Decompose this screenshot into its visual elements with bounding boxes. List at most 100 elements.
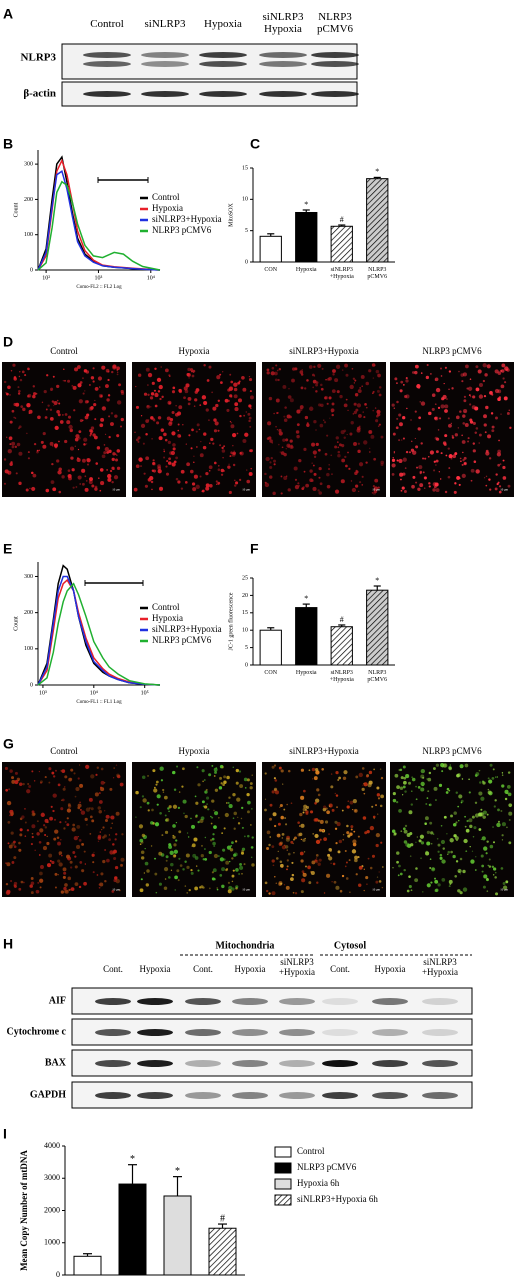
micrograph-spot [325,378,327,381]
micrograph-spot [177,480,181,484]
x-tick-label: siNLRP3 +Hypoxia [330,670,354,683]
micrograph-spot [6,392,9,396]
lane-label: Control [90,18,124,30]
micrograph-spot [81,468,86,473]
image-title: NLRP3 pCMV6 [422,746,482,756]
micrograph-spot [249,473,252,475]
micrograph-spot [439,853,443,857]
x-tick-label-line: +Hypoxia [330,677,354,683]
micrograph-spot [403,489,407,493]
micrograph-spot [472,836,475,838]
micrograph-spot [219,874,223,877]
lane-label: Cont. [193,964,213,974]
micrograph-spot [67,804,72,808]
micrograph-spot [62,875,66,879]
micrograph-spot [506,411,510,415]
micrograph-spot [243,777,248,782]
lane-label: Cont. [330,964,350,974]
lane-label-line: Cont. [103,964,123,974]
micrograph-spot [458,370,460,373]
micrograph-spot [399,768,403,772]
micrograph-spot [291,873,295,877]
micrograph-spot [279,841,283,845]
micrograph-spot [57,859,61,863]
micrograph-spot [30,881,35,886]
micrograph-spot [75,786,80,792]
micrograph-spot [300,838,303,841]
micrograph-spot [225,868,228,872]
micrograph-spot [496,776,499,778]
legend-swatch [274,1194,292,1206]
micrograph-spot [238,873,241,875]
micrograph-spot [375,832,381,838]
micrograph-spot [428,482,431,485]
micrograph-spot [236,797,241,802]
micrograph-spot [396,785,400,790]
micrograph-spot [83,850,86,853]
micrograph-spot [358,772,363,778]
micrograph-spot [14,771,18,775]
micrograph-spot [376,876,379,878]
x-tick-label-line: NLRP3 [368,267,386,273]
micrograph-spot [79,381,83,384]
micrograph-spot [264,798,267,800]
micrograph-spot [100,767,104,771]
micrograph-spot [444,404,449,409]
x-tick-label-line: NLRP3 [368,670,386,676]
micrograph-spot [19,828,23,832]
micrograph-spot [333,880,337,884]
micrograph-spot [491,865,495,868]
micrograph-spot [347,800,350,803]
panel-label: I [3,1126,7,1142]
histogram-line [37,582,161,686]
micrograph-spot [211,764,214,767]
micrograph-spot [62,414,64,416]
micrograph-spot [321,768,324,771]
micrograph-spot [250,846,254,849]
micrograph-spot [500,384,505,389]
micrograph-spot [116,449,121,453]
micrograph-spot [445,454,448,457]
micrograph-spot [470,859,475,864]
x-tick-label: CON [264,670,277,676]
micrograph-spot [402,416,406,420]
micrograph-spot [344,363,349,368]
lane-label-line: siNLRP3 [145,18,186,30]
micrograph-spot [222,783,225,787]
micrograph-spot [474,813,480,818]
micrograph-spot [308,769,311,772]
blot-band [95,1029,131,1036]
micrograph-spot [266,371,270,375]
image-title: NLRP3 pCMV6 [422,346,482,356]
micrograph-spot [502,882,506,885]
micrograph-spot [494,876,497,879]
micrograph-spot [244,787,247,789]
micrograph-spot [319,838,322,841]
micrograph-spot [24,835,27,837]
micrograph-spot [30,842,33,846]
micrograph-spot [93,403,97,407]
micrograph-spot [294,892,298,895]
blot-frame [71,1049,473,1077]
micrograph-spot [183,812,185,815]
micrograph-spot [318,448,321,452]
micrograph-spot [419,834,425,839]
micrograph-spot [57,783,61,787]
micrograph-spot [56,409,60,414]
micrograph-spot [103,444,106,446]
micrograph-spot [234,479,236,482]
micrograph-spot [495,416,498,420]
micrograph-spot [99,468,104,472]
micrograph-spot [64,439,68,444]
micrograph-spot [349,384,354,390]
micrograph-spot [486,890,489,892]
micrograph-spot [49,408,53,412]
micrograph-spot [285,885,290,890]
micrograph-spot [435,459,439,463]
micrograph-spot [94,418,97,421]
micrograph-spot [99,831,101,833]
micrograph-spot [247,800,251,805]
micrograph-spot [493,867,497,871]
micrograph-spot [465,364,469,369]
micrograph-spot [318,467,322,471]
